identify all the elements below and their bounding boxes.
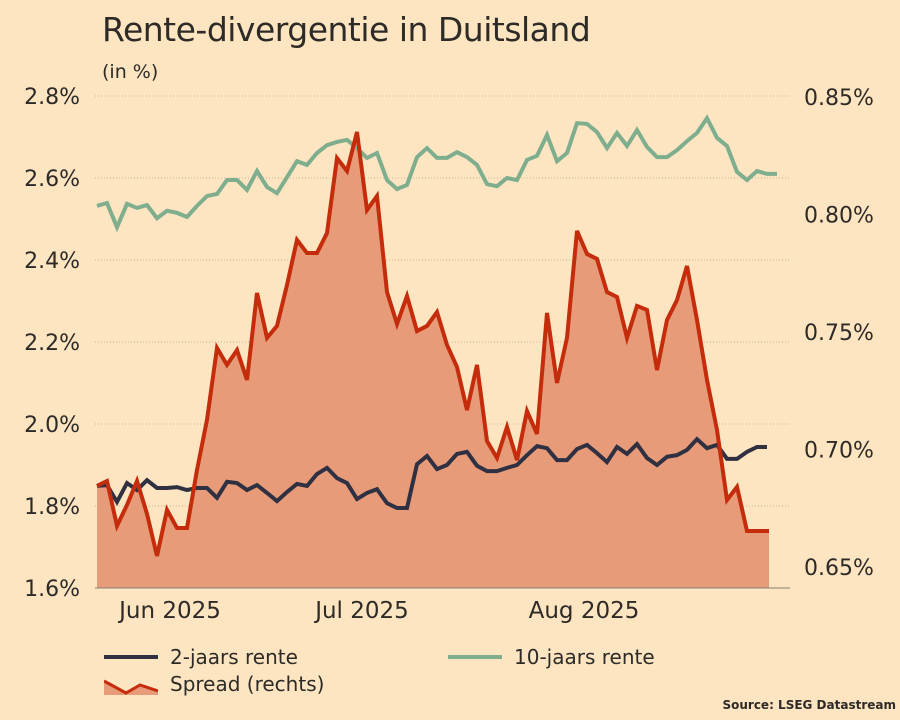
x-axis-tick-label: Aug 2025: [529, 598, 640, 624]
left-axis-tick-label: 2.6%: [24, 167, 80, 192]
left-axis-tick-label: 2.4%: [24, 249, 80, 274]
series-line-spread: [96, 131, 769, 557]
right-axis-tick-label: 0.75%: [804, 321, 874, 346]
chart-svg: 1.6%1.8%2.0%2.2%2.4%2.6%2.8% 0.65%0.70%0…: [24, 85, 874, 624]
right-axis-tick-label: 0.85%: [804, 86, 874, 111]
series-line-2y: [96, 436, 767, 511]
x-axis-ticks: Jun 2025 Jul 2025 Aug 2025: [117, 598, 639, 624]
left-axis-tick-label: 2.2%: [24, 331, 80, 356]
legend-swatch-2y: [104, 655, 158, 659]
chart-subtitle: (in %): [102, 61, 159, 83]
source-note: Source: LSEG Datastream: [722, 698, 896, 712]
right-axis-ticks: 0.65% 0.70% 0.75% 0.80% 0.85%: [804, 86, 874, 581]
x-axis-tick-label: Jun 2025: [117, 598, 221, 624]
series-line-10y: [96, 114, 777, 233]
legend-label-spread: Spread (rechts): [170, 672, 325, 696]
legend-item-10y: 10-jaars rente: [448, 645, 655, 669]
x-axis-tick-label: Jul 2025: [313, 598, 409, 624]
legend-item-2y: 2-jaars rente: [104, 645, 298, 669]
lines-group: [96, 114, 777, 557]
legend-label-2y: 2-jaars rente: [170, 645, 298, 669]
left-axis-tick-label: 1.6%: [24, 577, 80, 602]
left-axis-tick-label: 2.8%: [24, 85, 80, 110]
spread-area-group: [97, 132, 769, 588]
legend-label-10y: 10-jaars rente: [514, 645, 655, 669]
legend-item-spread: Spread (rechts): [104, 672, 324, 696]
spread-area: [97, 132, 769, 588]
chart-title: Rente-divergentie in Duitsland: [102, 10, 591, 49]
right-axis-tick-label: 0.65%: [804, 556, 874, 581]
right-axis-tick-label: 0.80%: [804, 204, 874, 229]
left-axis-tick-label: 2.0%: [24, 413, 80, 438]
legend-swatch-10y: [448, 655, 502, 659]
right-axis-tick-label: 0.70%: [804, 439, 874, 464]
legend-swatch-spread: [104, 679, 158, 695]
left-axis-ticks: 1.6% 1.8% 2.0% 2.2% 2.4% 2.6% 2.8%: [24, 85, 80, 602]
left-axis-tick-label: 1.8%: [24, 495, 80, 520]
